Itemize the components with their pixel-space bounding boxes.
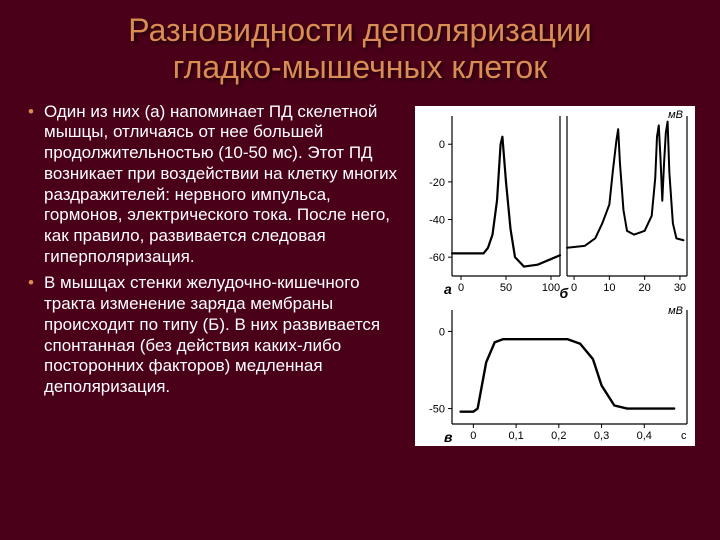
text-column: Один из них (а) напоминает ПД скелетной …: [24, 102, 404, 446]
svg-text:в: в: [444, 429, 453, 445]
svg-text:-50: -50: [429, 403, 445, 415]
bullet-text-2: В мышцах стенки желудочно-кишечного трак…: [44, 273, 380, 396]
bullet-text-1: Один из них (а) напоминает ПД скелетной …: [44, 102, 397, 266]
svg-text:-60: -60: [429, 252, 445, 264]
svg-text:0: 0: [439, 139, 445, 151]
title-line-2: гладко-мышечных клеток: [173, 49, 547, 85]
svg-text:0,2: 0,2: [551, 430, 566, 442]
svg-text:0,4: 0,4: [637, 430, 652, 442]
svg-text:0: 0: [470, 430, 476, 442]
svg-text:0: 0: [458, 282, 464, 294]
svg-text:с: с: [681, 430, 687, 442]
list-item: Один из них (а) напоминает ПД скелетной …: [24, 102, 404, 268]
title-line-1: Разновидности деполяризации: [128, 12, 591, 48]
list-item: В мышцах стенки желудочно-кишечного трак…: [24, 273, 404, 397]
svg-text:20: 20: [639, 282, 651, 294]
svg-text:б: б: [560, 285, 569, 301]
svg-text:мВ: мВ: [668, 109, 683, 121]
svg-text:30: 30: [674, 282, 686, 294]
svg-text:0,3: 0,3: [594, 430, 609, 442]
svg-text:мВ: мВ: [668, 305, 683, 317]
svg-text:0,1: 0,1: [508, 430, 523, 442]
svg-text:а: а: [444, 281, 452, 297]
slide: Разновидности деполяризации гладко-мышеч…: [0, 0, 720, 540]
bullet-list: Один из них (а) напоминает ПД скелетной …: [24, 102, 404, 398]
chart-column: мВ0-20-40-60050100а0102030бмВ0-5000,10,2…: [414, 102, 696, 446]
svg-text:0: 0: [439, 326, 445, 338]
svg-text:-20: -20: [429, 176, 445, 188]
chart-figure: мВ0-20-40-60050100а0102030бмВ0-5000,10,2…: [415, 106, 695, 446]
svg-text:-40: -40: [429, 214, 445, 226]
svg-text:100: 100: [542, 282, 560, 294]
slide-title: Разновидности деполяризации гладко-мышеч…: [24, 12, 696, 86]
svg-text:0: 0: [571, 282, 577, 294]
svg-text:10: 10: [603, 282, 615, 294]
chart-svg: мВ0-20-40-60050100а0102030бмВ0-5000,10,2…: [415, 106, 695, 446]
svg-text:50: 50: [500, 282, 512, 294]
content-area: Один из них (а) напоминает ПД скелетной …: [24, 102, 696, 446]
